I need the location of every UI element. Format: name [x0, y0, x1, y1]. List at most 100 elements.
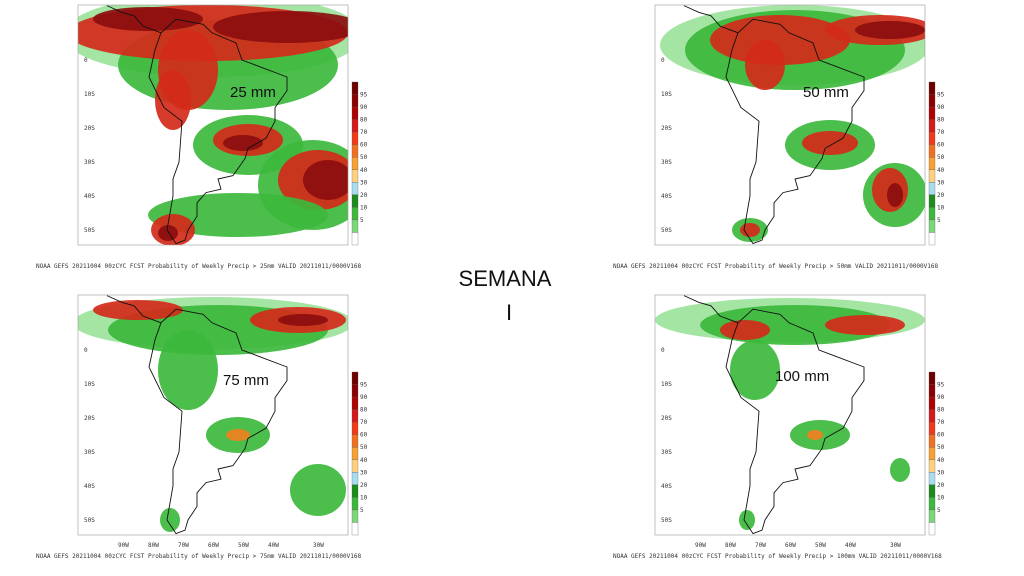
- lon-label: 60W: [785, 542, 796, 549]
- lat-label: 50S: [661, 227, 672, 234]
- colorbar-swatch: [928, 232, 936, 246]
- colorbar-swatch: [928, 182, 936, 195]
- colorbar-label: 80: [360, 407, 368, 414]
- lat-label: 50S: [661, 517, 672, 524]
- colorbar-swatch: [351, 119, 359, 133]
- colorbar-label: 60: [360, 432, 368, 439]
- lat-label: 10S: [84, 381, 95, 388]
- colorbar-swatch: [351, 106, 359, 120]
- precip-area: [158, 225, 178, 241]
- colorbar-swatch: [928, 157, 936, 170]
- colorbar-label: 95: [937, 382, 945, 389]
- colorbar-swatch: [351, 384, 359, 398]
- map-panel: 0 10S 20S 30S 40S 50S 90W 80W 70W 60W 50W 40W 30W 75 …: [77, 294, 368, 549]
- precip-area: [213, 11, 348, 43]
- map-frame: [654, 4, 926, 246]
- colorbar-swatch: [351, 157, 359, 170]
- colorbar-label: 20: [937, 482, 945, 489]
- lat-label: 0: [84, 347, 88, 354]
- colorbar-swatch: [351, 81, 359, 95]
- colorbar-label: 90: [937, 394, 945, 401]
- caption: NOAA GEFS 20211004 00zCYC FCST Probabili…: [36, 263, 361, 270]
- precip-area: [802, 131, 858, 155]
- colorbar-swatch: [351, 484, 359, 498]
- lon-label: 90W: [695, 542, 706, 549]
- precip-field: [655, 5, 925, 245]
- lon-label: 50W: [815, 542, 826, 549]
- colorbar-label: 10: [937, 204, 945, 211]
- colorbar-swatch: [928, 94, 936, 108]
- colorbar-label: 95: [360, 92, 368, 99]
- lat-label: 50S: [84, 517, 95, 524]
- colorbar-swatch: [928, 119, 936, 133]
- colorbar-swatch: [928, 447, 936, 460]
- colorbar-label: 95: [937, 92, 945, 99]
- colorbar: 95 90 80 70 60 50 40 30 20 10 5: [928, 81, 945, 246]
- lat-label: 50S: [84, 227, 95, 234]
- colorbar-swatch: [351, 219, 359, 233]
- precip-field: [655, 295, 925, 535]
- colorbar: 95 90 80 70 60 50 40 30 20 10 5: [351, 81, 368, 246]
- colorbar-swatch: [351, 434, 359, 448]
- colorbar-swatch: [351, 232, 359, 246]
- colorbar-label: 30: [360, 469, 368, 476]
- colorbar-label: 5: [937, 507, 941, 514]
- colorbar-label: 60: [937, 432, 945, 439]
- threshold-label: 75 mm: [223, 372, 269, 389]
- colorbar-swatch: [928, 371, 936, 385]
- colorbar-swatch: [351, 472, 359, 485]
- colorbar-label: 10: [360, 204, 368, 211]
- lat-label: 40S: [661, 193, 672, 200]
- lat-label: 0: [661, 57, 665, 64]
- colorbar-swatch: [351, 522, 359, 536]
- colorbar-label: 60: [937, 142, 945, 149]
- lat-label: 0: [84, 57, 88, 64]
- colorbar-label: 60: [360, 142, 368, 149]
- colorbar-label: 70: [937, 419, 945, 426]
- lon-label: 30W: [313, 542, 324, 549]
- lat-label: 30S: [661, 159, 672, 166]
- lon-label: 90W: [118, 542, 129, 549]
- colorbar-label: 30: [937, 179, 945, 186]
- lon-label: 40W: [268, 542, 279, 549]
- caption: NOAA GEFS 20211004 00zCYC FCST Probabili…: [36, 553, 361, 560]
- precip-area: [93, 7, 203, 31]
- colorbar-label: 20: [360, 192, 368, 199]
- colorbar-label: 95: [360, 382, 368, 389]
- colorbar-swatch: [351, 497, 359, 511]
- precip-area: [740, 223, 760, 237]
- caption: NOAA GEFS 20211004 00zCYC FCST Probabili…: [613, 263, 938, 270]
- colorbar-swatch: [928, 509, 936, 523]
- lat-label: 0: [661, 347, 665, 354]
- precip-area: [226, 429, 250, 441]
- colorbar-swatch: [351, 371, 359, 385]
- colorbar-label: 5: [360, 217, 364, 224]
- colorbar-label: 10: [937, 494, 945, 501]
- colorbar-label: 50: [360, 154, 368, 161]
- colorbar-swatch: [928, 219, 936, 233]
- colorbar-swatch: [928, 169, 936, 183]
- colorbar-swatch: [928, 459, 936, 473]
- colorbar-swatch: [351, 447, 359, 460]
- lat-label: 10S: [661, 381, 672, 388]
- lon-label: 30W: [890, 542, 901, 549]
- precip-area: [739, 510, 755, 530]
- colorbar: 95 90 80 70 60 50 40 30 20 10 5: [351, 371, 368, 536]
- colorbar-label: 70: [360, 129, 368, 136]
- colorbar-swatch: [928, 409, 936, 423]
- colorbar-swatch: [351, 194, 359, 208]
- colorbar-label: 90: [360, 104, 368, 111]
- lat-label: 40S: [661, 483, 672, 490]
- precip-area: [155, 70, 191, 130]
- colorbar-label: 80: [360, 117, 368, 124]
- precip-area: [890, 458, 910, 482]
- colorbar-swatch: [351, 207, 359, 221]
- colorbar-label: 30: [360, 179, 368, 186]
- colorbar-label: 5: [360, 507, 364, 514]
- colorbar-swatch: [928, 194, 936, 208]
- colorbar-label: 80: [937, 407, 945, 414]
- lat-label: 20S: [84, 125, 95, 132]
- colorbar-swatch: [928, 144, 936, 158]
- colorbar-swatch: [351, 169, 359, 183]
